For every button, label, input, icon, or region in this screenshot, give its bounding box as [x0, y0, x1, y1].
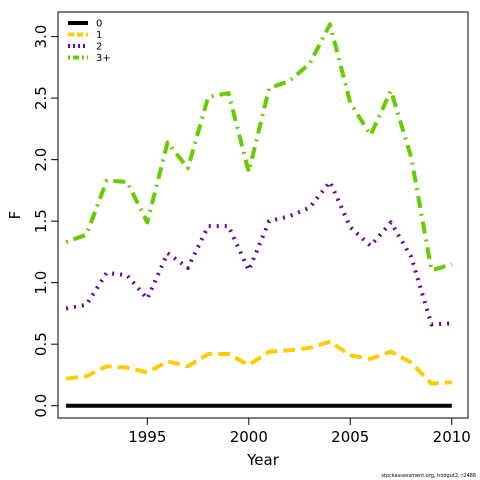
y-tick-label: 0.0: [32, 394, 50, 418]
x-tick-label: 2000: [230, 428, 268, 446]
legend-label: 2: [96, 42, 102, 53]
legend-label: 1: [96, 30, 102, 41]
y-tick-label: 2.5: [32, 86, 50, 110]
y-tick-label: 1.0: [32, 271, 50, 295]
x-axis-title: Year: [246, 451, 280, 469]
x-tick-label: 2005: [331, 428, 369, 446]
y-axis-title: F: [6, 211, 24, 220]
series-line-3plus: [65, 22, 453, 273]
y-tick-label: 1.5: [32, 209, 50, 233]
series-line-1: [65, 339, 452, 386]
y-tick-label: 3.0: [32, 25, 50, 49]
y-tick-label: 0.5: [32, 332, 50, 356]
series-line-2: [65, 179, 452, 327]
y-axis: 0.0 0.5 1.0 1.5 2.0 2.5 3.0: [32, 25, 59, 418]
legend-label: 0: [96, 19, 102, 30]
x-axis: 1995 2000 2005 2010: [128, 417, 471, 446]
x-tick-label: 2010: [433, 428, 471, 446]
y-tick-label: 2.0: [32, 148, 50, 172]
x-tick-label: 1995: [128, 428, 166, 446]
legend-label: 3+: [96, 53, 111, 64]
plot-frame: [57, 11, 469, 419]
series-layer: [65, 22, 453, 408]
credit-text: stockassessment.org, hodgut2, r2488: [381, 473, 476, 479]
